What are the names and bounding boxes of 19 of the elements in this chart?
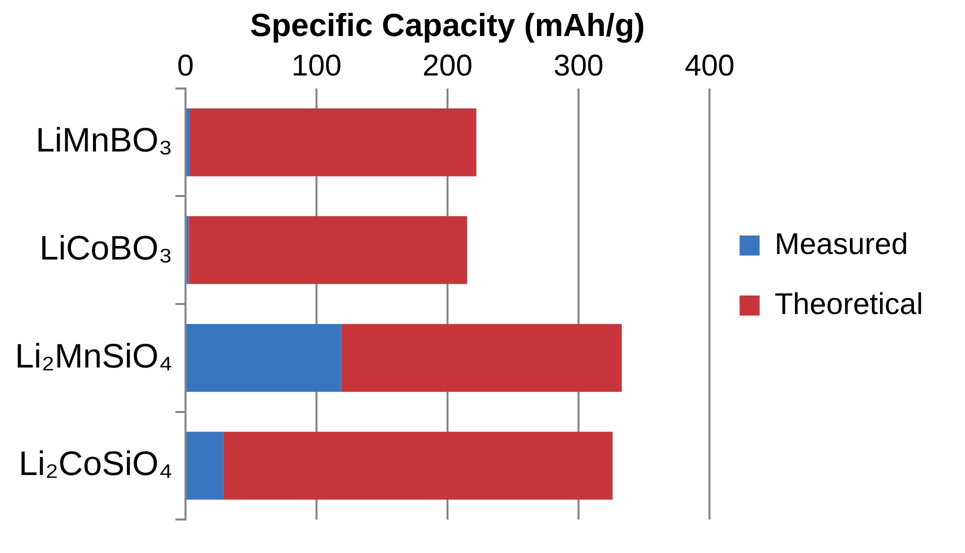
bar bbox=[186, 432, 224, 500]
y-tick-label: Li₂MnSiO₄ bbox=[14, 337, 172, 376]
bar bbox=[186, 108, 190, 176]
bar bbox=[223, 432, 613, 500]
x-tick-label: 400 bbox=[684, 50, 735, 83]
y-tick-label: Li₂CoSiO₄ bbox=[18, 445, 172, 484]
legend-label: Theoretical bbox=[774, 288, 924, 321]
y-tick-label: LiCoBO₃ bbox=[40, 229, 172, 268]
y-tick-label: LiMnBO₃ bbox=[36, 122, 172, 160]
bar bbox=[188, 216, 468, 284]
x-tick-label: 0 bbox=[177, 50, 194, 83]
x-axis-title: Specific Capacity (mAh/g) bbox=[250, 7, 645, 44]
bar bbox=[190, 108, 476, 176]
bar bbox=[186, 324, 342, 392]
legend-label: Measured bbox=[774, 228, 908, 261]
x-tick-label: 100 bbox=[291, 50, 342, 83]
bar bbox=[341, 324, 622, 392]
x-tick-label: 300 bbox=[554, 50, 604, 83]
x-tick-label: 200 bbox=[422, 50, 473, 83]
